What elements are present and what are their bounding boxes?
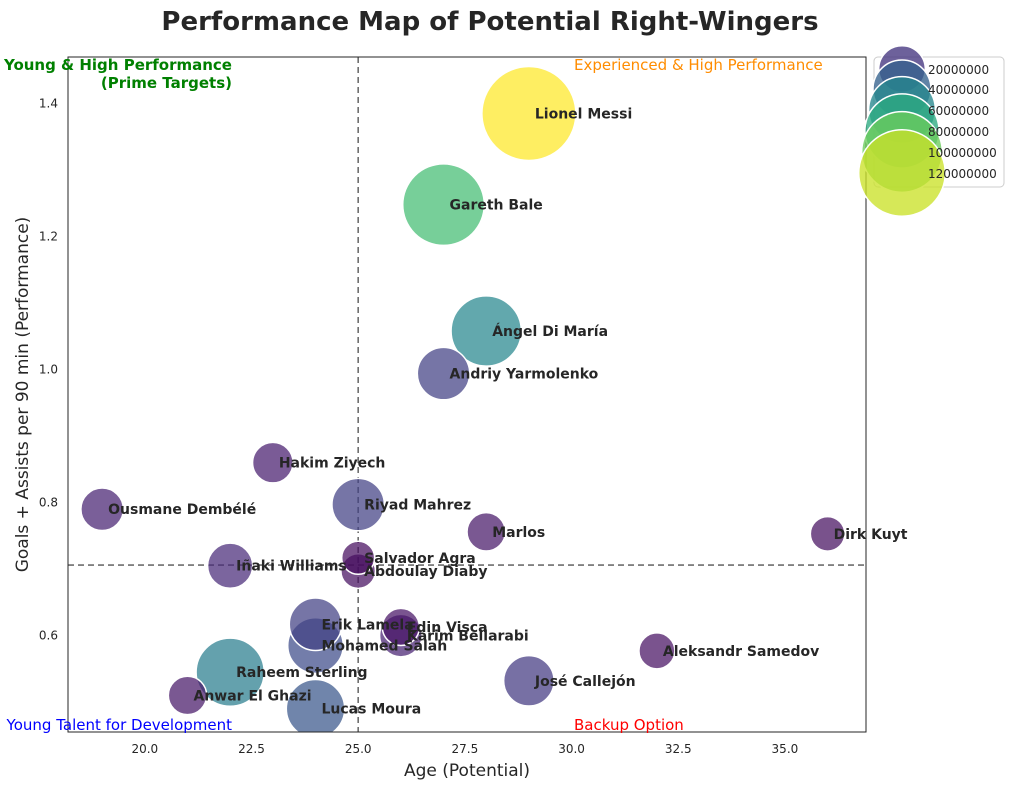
data-point (638, 632, 676, 670)
point-labels-layer: Lionel Messi Gareth Bale Ángel Di María And… (108, 107, 908, 718)
point-label: Abdoulay Diaby (364, 564, 487, 580)
legend-entry-label: 100000000 (928, 146, 997, 160)
y-tick-label: 1.2 (39, 230, 58, 244)
data-point (195, 637, 265, 707)
point-label: Lucas Moura (322, 702, 422, 718)
quadrant-label-bottom-right: Backup Option (574, 716, 684, 734)
y-axis-label: Goals + Assists per 90 min (Performance) (13, 217, 33, 573)
x-tick-label: 32.5 (665, 742, 692, 756)
data-point (450, 295, 523, 367)
legend: 20000000 40000000 60000000 80000000 10000000… (857, 44, 1005, 218)
point-label: Anwar El Ghazi (193, 688, 311, 704)
x-tick-label: 30.0 (558, 742, 585, 756)
point-label: José Callejón (534, 674, 636, 690)
x-axis-label: Age (Potential) (404, 761, 530, 781)
data-point (80, 487, 125, 532)
point-label: Iñaki Williams (236, 559, 347, 575)
x-tick-label: 20.0 (131, 742, 158, 756)
x-tick-label: 27.5 (452, 742, 479, 756)
point-label: Ousmane Dembélé (108, 502, 256, 518)
point-label: Edin Visca (407, 620, 488, 636)
x-tick-label: 35.0 (772, 742, 799, 756)
legend-entry-label: 20000000 (928, 63, 989, 77)
data-point (251, 441, 294, 484)
point-label: Riyad Mahrez (364, 498, 471, 514)
data-point (416, 346, 471, 401)
y-tick-label: 0.8 (39, 496, 58, 510)
chart-title: Performance Map of Potential Right-Winge… (161, 7, 818, 37)
quadrant-label-top-right: Experienced & High Performance (574, 56, 823, 74)
quadrant-label-top-left: Young & High Performance (Prime Targets) (3, 56, 232, 92)
legend-entry-label: 120000000 (928, 167, 997, 181)
points-layer (68, 57, 866, 732)
legend-entry-label: 80000000 (928, 125, 989, 139)
axes-layer: Performance Map of Potential Right-Winge… (3, 7, 867, 781)
point-label: Hakim Ziyech (279, 456, 386, 472)
data-point (481, 65, 577, 162)
data-point (381, 607, 421, 647)
data-point (401, 163, 486, 247)
y-tick-label: 0.6 (39, 629, 58, 643)
point-label: Andriy Yarmolenko (450, 367, 599, 383)
point-label: Dirk Kuyt (834, 527, 908, 543)
quadrant-label-bottom-left: Young Talent for Development (6, 716, 233, 734)
point-label: Ángel Di María (492, 323, 608, 340)
point-label: Erik Lamela (322, 617, 414, 633)
data-point (331, 477, 386, 532)
y-tick-label: 1.0 (39, 363, 58, 377)
x-tick-label: 22.5 (238, 742, 265, 756)
legend-entry-label: 40000000 (928, 83, 989, 97)
point-label: Raheem Sterling (236, 665, 367, 681)
data-point (340, 540, 376, 576)
point-label: Gareth Bale (450, 198, 543, 214)
y-tick-label: 1.4 (39, 97, 58, 111)
point-label: Salvador Agra (364, 551, 476, 567)
legend-marker (857, 128, 947, 218)
data-point (502, 654, 555, 707)
data-point (466, 511, 507, 552)
legend-entry-label: 60000000 (928, 104, 989, 118)
data-point (288, 597, 343, 652)
data-point (285, 678, 346, 732)
x-tick-label: 25.0 (345, 742, 372, 756)
point-label: Mohamed Salah (322, 639, 448, 655)
point-label: Lionel Messi (535, 107, 632, 123)
point-label: Karim Bellarabi (407, 629, 529, 645)
point-label: Marlos (492, 525, 545, 541)
data-point (167, 675, 208, 716)
point-label: Aleksandr Samedov (663, 644, 819, 660)
data-point (206, 542, 254, 590)
data-point (809, 515, 846, 552)
plot-frame (67, 56, 867, 733)
